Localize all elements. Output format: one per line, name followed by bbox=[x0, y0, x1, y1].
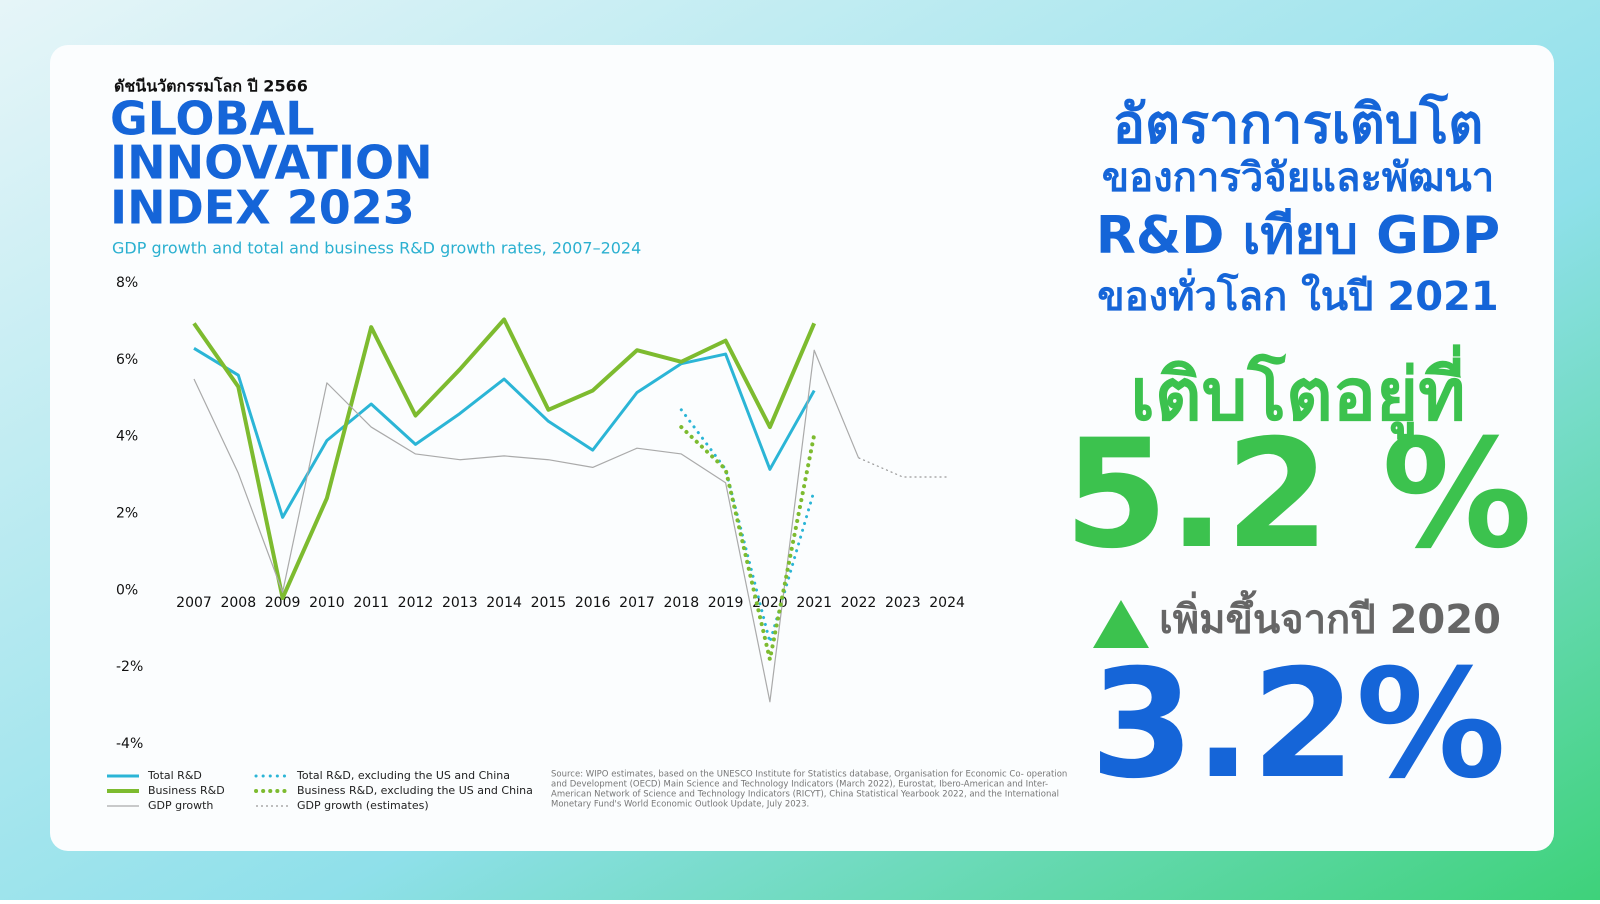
y-tick-label: -4% bbox=[116, 736, 143, 752]
growth-label: เติบโตอยู่ที่ bbox=[1130, 344, 1465, 441]
y-tick-label: 0% bbox=[116, 582, 138, 598]
legend-label: Business R&D, excluding the US and China bbox=[297, 784, 533, 797]
x-tick-label: 2014 bbox=[486, 595, 522, 611]
legend-label: GDP growth bbox=[148, 799, 213, 812]
y-tick-label: -2% bbox=[116, 659, 143, 675]
legend-label: Total R&D bbox=[147, 769, 202, 782]
title-line: INNOVATION bbox=[110, 136, 433, 190]
increase-value: 3.2% bbox=[1090, 638, 1506, 812]
legend-label: GDP growth (estimates) bbox=[297, 799, 429, 812]
x-tick-label: 2010 bbox=[309, 595, 345, 611]
x-tick-label: 2020 bbox=[752, 595, 788, 611]
callout-line: ของการวิจัยและพัฒนา bbox=[1102, 155, 1494, 201]
title-line: GLOBAL bbox=[110, 92, 315, 146]
series-line bbox=[192, 317, 817, 601]
y-tick-label: 6% bbox=[116, 352, 138, 368]
x-tick-label: 2007 bbox=[176, 595, 212, 611]
x-tick-label: 2009 bbox=[265, 595, 301, 611]
source-line: Monetary Fund's World Economic Outlook U… bbox=[551, 800, 809, 810]
y-tick-label: 8% bbox=[116, 275, 138, 291]
series-line bbox=[679, 408, 816, 644]
x-tick-label: 2021 bbox=[796, 595, 832, 611]
chart-subtitle: GDP growth and total and business R&D gr… bbox=[112, 239, 641, 258]
y-tick-label: 2% bbox=[116, 506, 138, 522]
x-tick-label: 2022 bbox=[841, 595, 877, 611]
x-tick-label: 2012 bbox=[398, 595, 434, 611]
source-line: and Development (OECD) Main Science and … bbox=[551, 780, 1048, 790]
x-tick-label: 2016 bbox=[575, 595, 611, 611]
series-line bbox=[193, 349, 860, 703]
source: Source: WIPO estimates, based on the UNE… bbox=[551, 770, 1067, 810]
series-line bbox=[679, 425, 817, 662]
source-line: Source: WIPO estimates, based on the UNE… bbox=[551, 770, 1067, 780]
callout: อัตราการเติบโต ของการวิจัยและพัฒนา R&D เ… bbox=[1064, 93, 1532, 812]
x-tick-label: 2017 bbox=[619, 595, 655, 611]
growth-value: 5.2 % bbox=[1064, 408, 1532, 582]
title-line: INDEX 2023 bbox=[110, 181, 415, 235]
callout-line: ของทั่วโลก ในปี 2021 bbox=[1097, 268, 1498, 320]
legend-label: Total R&D, excluding the US and China bbox=[296, 769, 510, 782]
legend-label: Business R&D bbox=[148, 784, 225, 797]
series-line bbox=[858, 457, 948, 478]
source-line: American Network of Science and Technolo… bbox=[551, 790, 1059, 800]
increase-label: เพิ่มขึ้นจากปี 2020 bbox=[1159, 590, 1501, 643]
up-arrow bbox=[1093, 600, 1149, 648]
x-tick-label: 2024 bbox=[929, 595, 965, 611]
x-tick-label: 2023 bbox=[885, 595, 921, 611]
kicker: ดัชนีนวัตกรรมโลก ปี 2566 bbox=[114, 76, 308, 96]
callout-line: R&D เทียบ GDP bbox=[1096, 206, 1500, 266]
x-tick-label: 2011 bbox=[353, 595, 389, 611]
series-line bbox=[193, 347, 816, 519]
x-tick-label: 2019 bbox=[708, 595, 744, 611]
x-tick-label: 2018 bbox=[663, 595, 699, 611]
callout-line: อัตราการเติบโต bbox=[1113, 93, 1484, 156]
x-tick-label: 2015 bbox=[531, 595, 567, 611]
x-tick-label: 2008 bbox=[220, 595, 256, 611]
x-tick-label: 2013 bbox=[442, 595, 478, 611]
y-tick-label: 4% bbox=[116, 429, 138, 445]
